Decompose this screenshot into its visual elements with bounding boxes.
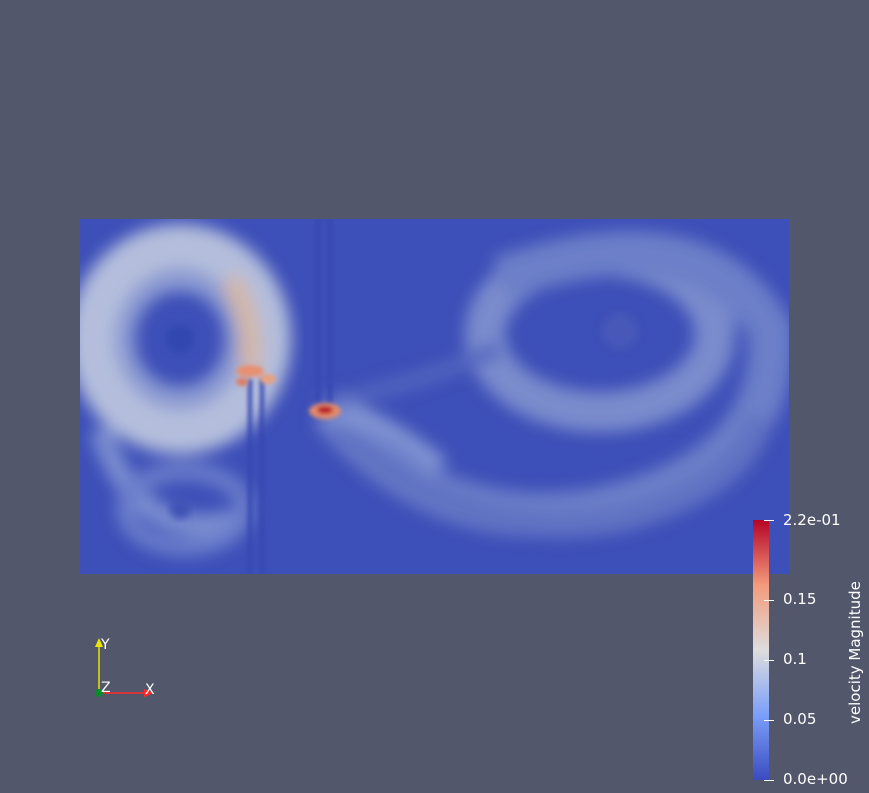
colorbar-gradient xyxy=(753,520,769,780)
colorbar-tick-label: 0.05 xyxy=(783,710,817,728)
colorbar-tick-label: 0.1 xyxy=(783,650,807,668)
colorbar-tick xyxy=(764,660,774,661)
colorbar-tick xyxy=(764,720,774,721)
colorbar-tick-max xyxy=(764,520,774,521)
orientation-axes-widget: Y Z X xyxy=(88,634,168,704)
x-axis-label: X xyxy=(145,682,155,698)
velocity-field-plot xyxy=(80,219,789,574)
colorbar-max-label: 2.2e-01 xyxy=(783,511,841,529)
colorbar-legend: 2.2e-01 0.15 0.1 0.05 0.0e+00 xyxy=(752,513,869,787)
colorbar-title: velocity Magnitude xyxy=(846,581,864,724)
z-axis-dot xyxy=(95,689,103,697)
colorbar-tick-label: 0.15 xyxy=(783,590,817,608)
colorbar-tick xyxy=(764,600,774,601)
colorbar-tick-min xyxy=(764,780,774,781)
x-axis-arrowhead xyxy=(144,689,154,697)
colorbar-min-label: 0.0e+00 xyxy=(783,770,848,788)
y-axis-label: Y xyxy=(101,637,110,653)
y-axis-arrowhead xyxy=(95,638,103,647)
z-axis-label: Z xyxy=(101,680,111,696)
